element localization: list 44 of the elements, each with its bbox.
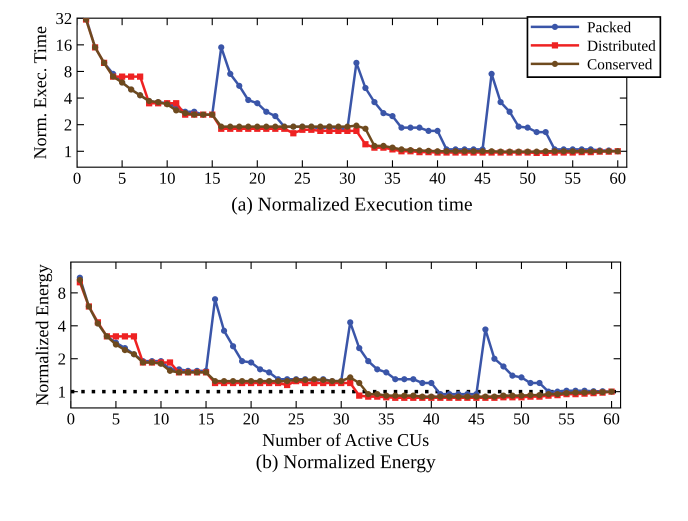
y-tick-label: 1 xyxy=(65,146,72,158)
x-tick-label: 20 xyxy=(243,413,259,425)
y-tick-label: 4 xyxy=(58,320,66,332)
y-axis-title: Normalized Energy xyxy=(36,264,52,406)
text: (b) Normalized Energy xyxy=(256,454,436,472)
y-axis-title: Norm. Exec. Time xyxy=(34,26,46,159)
y-tick-label: 32 xyxy=(56,12,72,24)
y-tick-label: 8 xyxy=(64,66,72,78)
x-tick-label: 50 xyxy=(514,413,530,425)
x-tick-label: 15 xyxy=(199,413,214,425)
x-tick-label: 30 xyxy=(334,413,349,425)
legend-label: Packed xyxy=(587,22,631,32)
x-tick-label: 45 xyxy=(474,172,490,184)
y-tick-label: 2 xyxy=(64,119,72,130)
x-tick-label: 45 xyxy=(468,413,484,425)
x-tick-label: 25 xyxy=(288,413,304,425)
y-tick-label: 4 xyxy=(64,92,72,104)
x-tick-label: 30 xyxy=(340,172,356,184)
x-tick-label: 5 xyxy=(112,413,120,425)
x-tick-label: 35 xyxy=(378,413,394,425)
x-tick-label: 0 xyxy=(67,413,74,425)
x-tick-label: 50 xyxy=(520,172,536,184)
x-tick-label: 10 xyxy=(160,172,175,184)
y-tick-label: 16 xyxy=(56,40,72,51)
x-axis-title: Number of Active CUs xyxy=(262,433,429,446)
text: (a) Normalized Execution time xyxy=(232,197,472,215)
x-tick-label: 35 xyxy=(384,172,400,184)
legend-label: Conserved xyxy=(588,58,652,70)
x-tick-label: 55 xyxy=(559,413,574,425)
x-tick-label: 40 xyxy=(423,413,440,425)
x-tick-label: 55 xyxy=(565,172,580,184)
y-tick-label: 1 xyxy=(59,386,66,398)
x-tick-label: 60 xyxy=(610,172,626,184)
y-tick-label: 2 xyxy=(58,353,66,365)
x-tick-label: 20 xyxy=(250,172,265,184)
x-tick-label: 60 xyxy=(604,413,620,425)
x-tick-label: 40 xyxy=(430,172,446,184)
x-tick-label: 10 xyxy=(154,413,169,425)
legend-label: Distributed xyxy=(587,40,656,51)
x-tick-label: 25 xyxy=(294,172,310,184)
y-tick-label: 8 xyxy=(58,288,66,299)
x-tick-label: 0 xyxy=(74,172,81,184)
x-tick-label: 5 xyxy=(118,172,126,184)
x-tick-label: 15 xyxy=(205,172,220,184)
